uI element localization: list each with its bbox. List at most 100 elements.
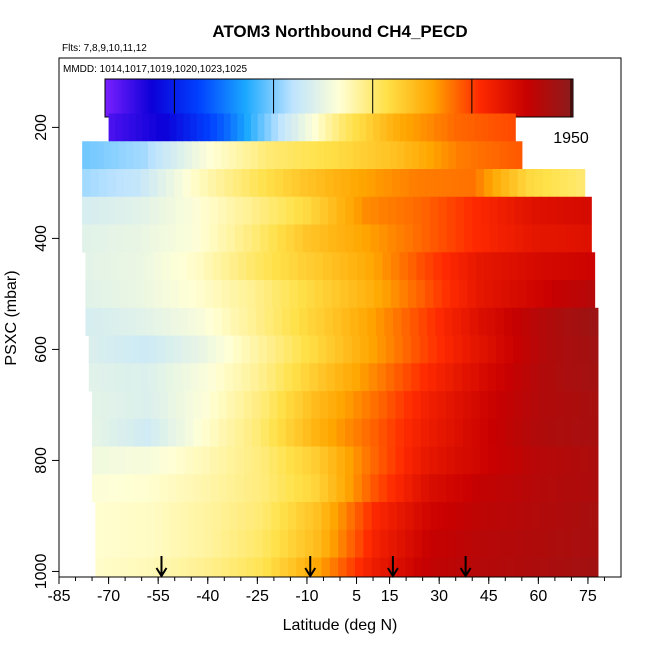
heatmap-cell bbox=[412, 474, 422, 503]
heatmap-cell bbox=[361, 391, 371, 420]
heatmap-cell bbox=[411, 141, 420, 170]
heatmap-cell bbox=[156, 113, 164, 142]
heatmap-cell bbox=[564, 391, 574, 420]
heatmap-cell bbox=[370, 474, 380, 503]
heatmap-cell bbox=[480, 224, 491, 253]
heatmap-cell bbox=[530, 474, 540, 503]
heatmap-cell bbox=[167, 446, 177, 475]
heatmap-cell bbox=[401, 307, 411, 336]
heatmap-cell bbox=[331, 141, 340, 170]
heatmap-cell bbox=[153, 529, 163, 558]
heatmap-cell bbox=[336, 224, 346, 253]
heatmap-cell bbox=[229, 557, 239, 577]
heatmap-cell bbox=[204, 252, 214, 281]
heatmap-cell bbox=[224, 169, 234, 198]
heatmap-cell bbox=[480, 196, 491, 225]
heatmap-cell bbox=[277, 391, 287, 420]
heatmap-cell bbox=[192, 141, 200, 170]
heatmap-cell bbox=[139, 363, 149, 392]
heatmap-cell bbox=[179, 529, 189, 558]
heatmap-cell bbox=[430, 529, 440, 558]
heatmap-cell bbox=[496, 446, 506, 475]
heatmap-cell bbox=[323, 252, 333, 281]
heatmap-cell bbox=[447, 224, 457, 253]
heatmap-cell bbox=[305, 113, 313, 142]
heatmap-cell bbox=[309, 141, 318, 170]
heatmap-cell bbox=[262, 529, 272, 558]
heatmap-cell bbox=[565, 224, 575, 253]
heatmap-cell bbox=[475, 280, 485, 309]
heatmap-cell bbox=[263, 252, 273, 281]
heatmap-cell bbox=[433, 141, 442, 170]
heatmap-cell bbox=[538, 363, 548, 392]
x-tick-label: 15 bbox=[381, 588, 399, 605]
heatmap-cell bbox=[424, 280, 434, 309]
heatmap-cell bbox=[170, 502, 180, 531]
heatmap-cell bbox=[255, 252, 265, 281]
heatmap-cell bbox=[375, 169, 385, 198]
heatmap-cell bbox=[488, 502, 498, 531]
heatmap-cell bbox=[454, 474, 464, 503]
heatmap-cell bbox=[313, 529, 323, 558]
heatmap-cell bbox=[85, 280, 95, 309]
x-tick-label: -85 bbox=[47, 588, 70, 605]
heatmap-cell bbox=[399, 280, 409, 309]
heatmap-cell bbox=[328, 418, 338, 447]
heatmap-cell bbox=[560, 280, 570, 309]
heatmap-cell bbox=[388, 529, 398, 558]
heatmap-cell bbox=[108, 474, 118, 503]
heatmap-cell bbox=[488, 474, 498, 503]
heatmap-cell bbox=[343, 335, 353, 364]
heatmap-cell bbox=[100, 391, 110, 420]
heatmap-cell bbox=[356, 252, 367, 281]
heatmap-cell bbox=[580, 418, 591, 447]
heatmap-cell bbox=[454, 113, 462, 142]
heatmap-cell bbox=[438, 502, 448, 531]
heatmap-cell bbox=[95, 502, 105, 531]
heatmap-cell bbox=[564, 502, 574, 531]
dates-subtitle: MMDD: 1014,1017,1019,1020,1023,1025 bbox=[63, 64, 247, 75]
heatmap-cell bbox=[264, 113, 272, 142]
heatmap-cell bbox=[344, 474, 354, 503]
heatmap-cell bbox=[134, 418, 144, 447]
heatmap-cell bbox=[126, 141, 135, 170]
heatmap-cell bbox=[244, 113, 252, 142]
heatmap-cell bbox=[481, 113, 489, 142]
heatmap-cell bbox=[430, 557, 440, 577]
heatmap-cell bbox=[243, 224, 253, 253]
heatmap-cell bbox=[325, 113, 333, 142]
heatmap-cell bbox=[162, 529, 172, 558]
heatmap-cell bbox=[352, 113, 360, 142]
heatmap-cell bbox=[90, 224, 100, 253]
heatmap-cell bbox=[495, 307, 505, 336]
heatmap-cell bbox=[132, 169, 142, 198]
heatmap-cell bbox=[555, 557, 565, 577]
colorbar bbox=[104, 78, 574, 118]
heatmap-cell bbox=[176, 113, 184, 142]
heatmap-cell bbox=[378, 418, 388, 447]
heatmap-cell bbox=[445, 363, 455, 392]
heatmap-cell bbox=[89, 141, 98, 170]
heatmap-cell bbox=[526, 280, 536, 309]
heatmap-cell bbox=[141, 196, 151, 225]
heatmap-cell bbox=[430, 502, 440, 531]
heatmap-cell bbox=[513, 418, 523, 447]
heatmap-cell bbox=[421, 529, 431, 558]
heatmap-cell bbox=[589, 307, 599, 336]
heatmap-cell bbox=[539, 529, 549, 558]
heatmap-cell bbox=[375, 307, 385, 336]
heatmap-cell bbox=[420, 446, 430, 475]
heatmap-cell bbox=[162, 307, 172, 336]
heatmap-cell bbox=[234, 224, 244, 253]
heatmap-bands bbox=[82, 113, 599, 577]
heatmap-cell bbox=[475, 252, 485, 281]
heatmap-cell bbox=[184, 391, 194, 420]
heatmap-cell bbox=[82, 169, 92, 198]
heatmap-cell bbox=[378, 474, 388, 503]
heatmap-cell bbox=[283, 335, 293, 364]
heatmap-cell bbox=[418, 307, 428, 336]
heatmap-cell bbox=[182, 335, 192, 364]
heatmap-cell bbox=[375, 141, 384, 170]
heatmap-cell bbox=[433, 169, 443, 198]
heatmap-cell bbox=[348, 280, 358, 309]
